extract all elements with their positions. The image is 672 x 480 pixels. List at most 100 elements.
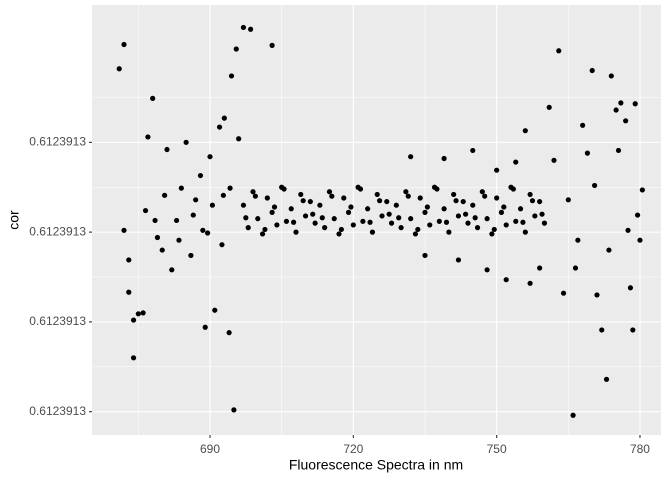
point xyxy=(231,407,237,413)
point xyxy=(498,209,505,215)
point xyxy=(164,146,170,153)
point xyxy=(484,267,490,273)
point xyxy=(197,172,204,179)
point xyxy=(434,186,440,192)
point xyxy=(255,216,261,222)
point xyxy=(193,197,199,203)
point xyxy=(441,155,447,162)
point xyxy=(200,227,206,233)
point xyxy=(522,128,528,134)
point xyxy=(240,202,247,208)
point xyxy=(274,222,280,228)
point xyxy=(570,412,576,418)
point xyxy=(422,252,428,259)
point xyxy=(417,195,423,201)
point xyxy=(580,122,586,128)
point xyxy=(634,212,641,218)
point xyxy=(183,139,189,145)
point xyxy=(451,191,457,198)
point xyxy=(384,198,390,205)
point xyxy=(345,209,352,215)
point xyxy=(532,213,538,219)
point xyxy=(513,159,519,165)
point xyxy=(494,195,500,201)
point xyxy=(329,193,335,199)
point xyxy=(357,186,364,192)
point xyxy=(245,225,251,231)
point xyxy=(116,66,122,72)
point xyxy=(460,198,466,205)
point xyxy=(627,285,634,291)
point xyxy=(463,211,469,217)
point xyxy=(150,95,156,101)
point xyxy=(233,46,239,52)
point xyxy=(472,215,478,221)
point xyxy=(541,220,548,226)
point xyxy=(209,202,215,208)
point xyxy=(513,218,519,224)
point xyxy=(250,189,256,195)
point xyxy=(503,277,509,283)
point xyxy=(415,226,421,233)
point xyxy=(126,257,132,263)
point xyxy=(173,217,180,224)
point xyxy=(603,376,610,382)
y-tick-label: 0.6123913 xyxy=(29,404,86,418)
point xyxy=(639,187,645,193)
point xyxy=(591,182,598,189)
plot-panel xyxy=(92,5,661,435)
point xyxy=(443,219,450,225)
point xyxy=(269,209,275,215)
point xyxy=(169,267,175,273)
point xyxy=(465,220,471,226)
point xyxy=(322,225,328,231)
point xyxy=(510,186,516,192)
point xyxy=(482,193,488,199)
point xyxy=(520,219,526,225)
point xyxy=(546,104,552,110)
point xyxy=(262,226,268,233)
point xyxy=(424,204,430,210)
point xyxy=(190,212,196,218)
point xyxy=(154,234,161,241)
point xyxy=(618,100,624,106)
point xyxy=(228,73,235,79)
point xyxy=(427,222,433,228)
point xyxy=(584,150,591,156)
point xyxy=(522,229,528,235)
y-tick-label: 0.6123913 xyxy=(29,224,86,238)
point xyxy=(145,134,151,140)
point xyxy=(455,213,462,219)
point xyxy=(152,217,158,224)
point xyxy=(560,290,567,296)
point xyxy=(408,216,414,222)
point xyxy=(606,247,612,253)
point xyxy=(503,222,509,228)
x-tick-label: 750 xyxy=(487,442,507,456)
point xyxy=(379,213,385,219)
point xyxy=(162,192,168,198)
point xyxy=(393,202,399,208)
point xyxy=(484,216,490,222)
point xyxy=(453,198,459,204)
point xyxy=(455,257,462,263)
x-axis-title: Fluorescence Spectra in nm xyxy=(289,457,463,473)
point xyxy=(121,41,127,48)
point xyxy=(142,207,149,214)
x-tick-label: 690 xyxy=(200,442,220,456)
point xyxy=(474,225,481,231)
point xyxy=(599,327,605,333)
point xyxy=(369,229,376,235)
point xyxy=(517,206,524,212)
point xyxy=(494,167,500,173)
point xyxy=(436,218,442,224)
point xyxy=(630,327,636,333)
point xyxy=(243,215,249,221)
point xyxy=(396,215,402,221)
point xyxy=(207,154,213,160)
point xyxy=(527,280,533,286)
point xyxy=(501,204,507,210)
point xyxy=(331,216,337,222)
